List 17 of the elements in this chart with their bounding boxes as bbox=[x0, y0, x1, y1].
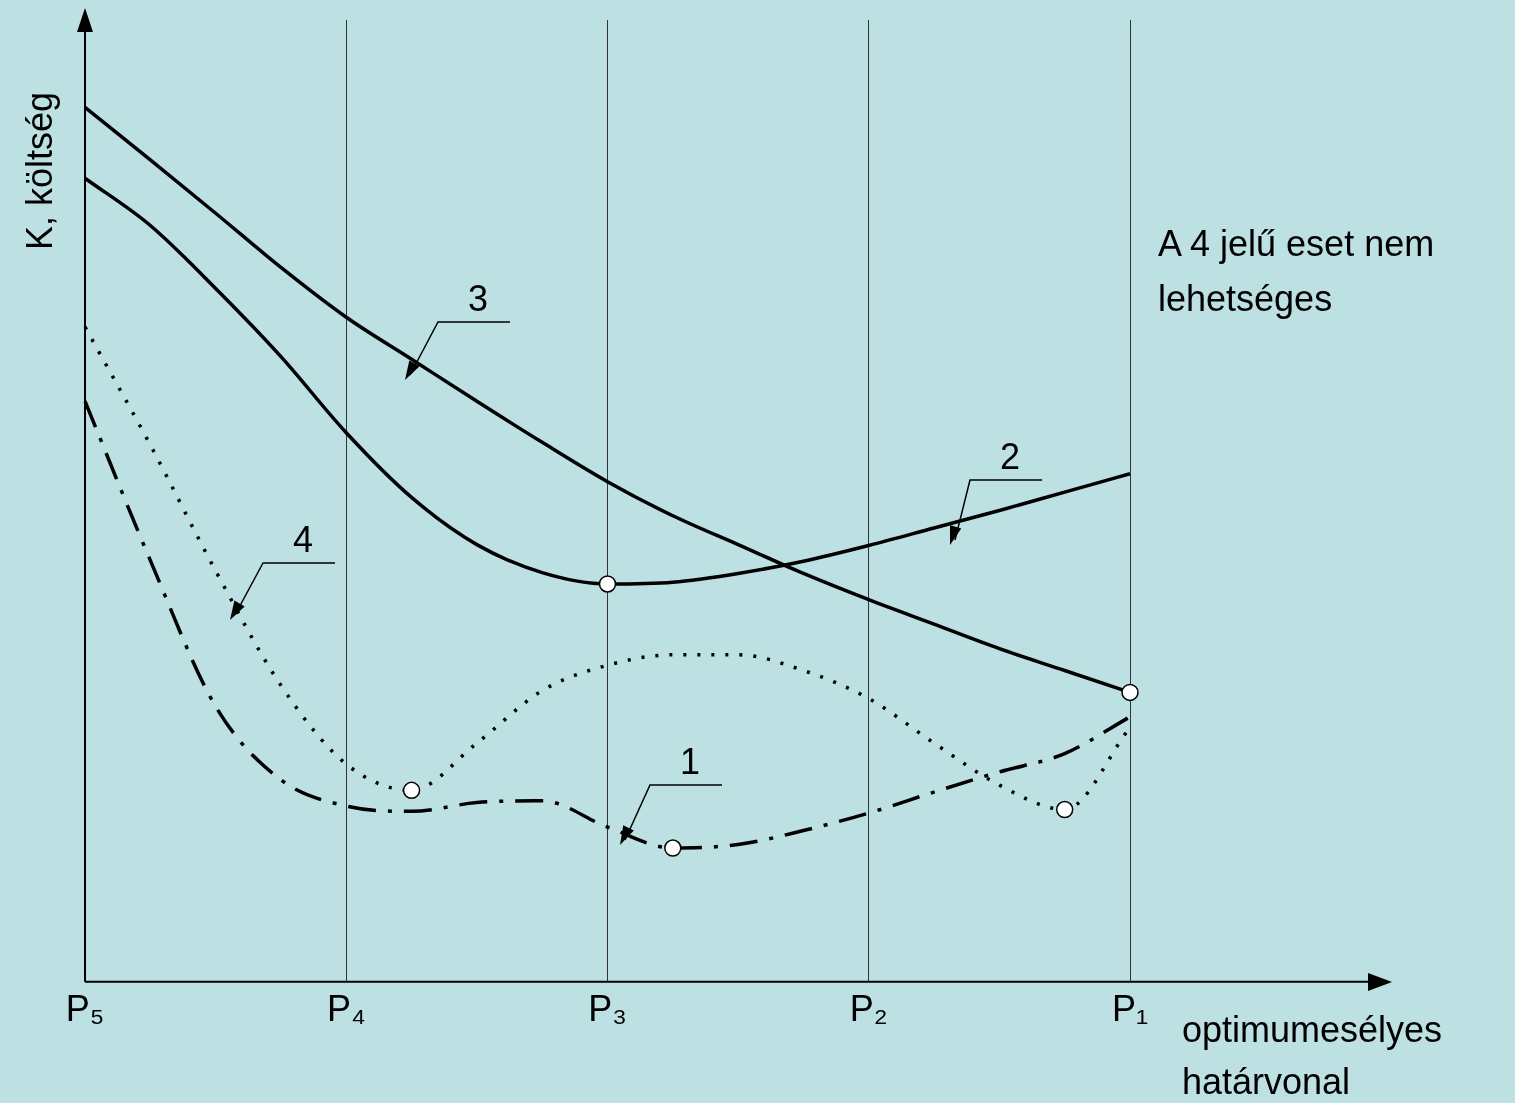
point bbox=[1055, 800, 1074, 819]
annotation: 1 bbox=[679, 740, 701, 782]
point bbox=[664, 839, 682, 857]
x-tick-label: P₄ bbox=[326, 988, 366, 1030]
annotation: 4 bbox=[292, 518, 314, 560]
y-axis-title: K, költség bbox=[18, 91, 61, 250]
x-tick-label: P₁ bbox=[1111, 988, 1149, 1030]
x-tick-label: P₂ bbox=[849, 988, 888, 1030]
annotation: 2 bbox=[999, 435, 1021, 477]
annotation: 3 bbox=[467, 277, 489, 319]
x-tick-label: P₅ bbox=[65, 988, 105, 1030]
x-axis-title: optimumesélyes határvonal bbox=[1182, 1008, 1444, 1103]
point bbox=[402, 781, 421, 800]
x-tick-label: P₃ bbox=[588, 988, 627, 1030]
point bbox=[1121, 683, 1139, 702]
annotation: A 4 jelű eset nem lehetséges bbox=[1158, 222, 1436, 321]
point bbox=[598, 575, 617, 593]
